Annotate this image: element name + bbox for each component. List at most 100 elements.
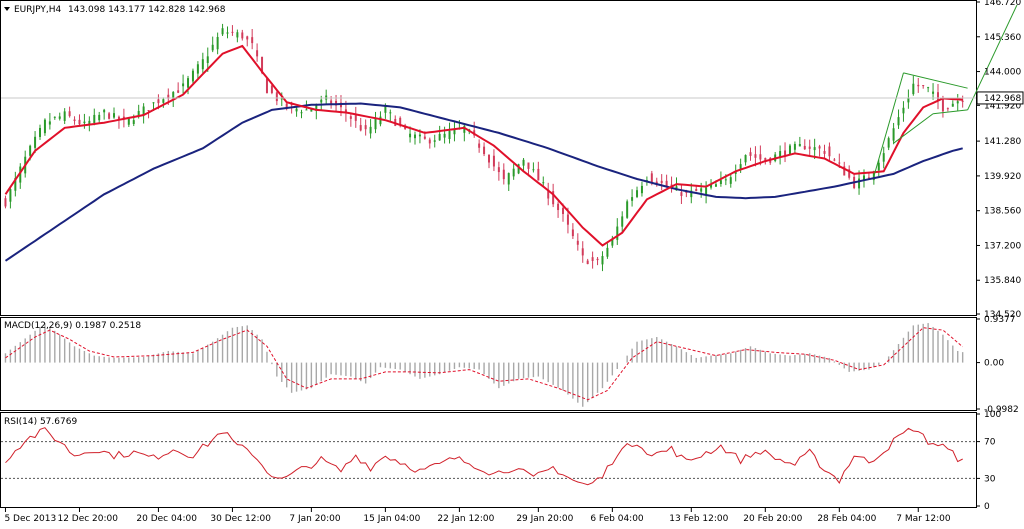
current-price-tag [976,91,1024,105]
candle-body [793,143,796,150]
candle-body [695,188,698,192]
candle-body [562,208,565,215]
candle-body [552,191,555,205]
candle-body [58,116,61,119]
candle-body [117,116,120,121]
channel-trendline [873,72,904,177]
candle-body [379,116,382,125]
candle-body [359,125,362,131]
candle-body [251,37,254,44]
rsi-title: RSI(14) 57.6769 [4,417,77,427]
candle-body [285,103,288,109]
candle-body [9,189,12,202]
candle-body [443,133,446,138]
candle-body [729,177,732,184]
x-axis-tick-label: 6 Feb 04:00 [590,514,644,524]
candle-body [172,92,175,99]
candle-body [275,92,278,102]
candle-body [127,117,130,125]
candle-body [14,177,17,191]
candle-body [374,118,377,130]
candle-body [547,189,550,199]
symbol-dropdown-icon[interactable] [4,7,10,11]
candle-body [897,117,900,126]
y-axis-tick-label: 0 [984,502,990,512]
candle-body [596,258,599,261]
candle-body [236,32,239,38]
candle-body [927,87,930,89]
y-axis-tick-label: 138.560 [984,207,1021,217]
y-axis-tick-label: 0.9377 [984,315,1016,325]
candle-body [522,159,525,166]
candle-body [270,85,273,93]
candle-body [512,168,515,177]
fast-moving-average-line [4,44,963,247]
candle-body [724,179,727,181]
candle-body [700,188,703,192]
candle-body [843,166,846,176]
candle-body [828,146,831,157]
candle-body [330,100,333,105]
candle-body [211,44,214,51]
candle-body [848,169,851,178]
candle-body [423,136,426,139]
candle-body [818,146,821,149]
candle-body [280,98,283,100]
y-axis-tick-label: 70 [984,438,996,448]
candle-body [315,105,318,112]
candle-body [951,103,954,107]
y-axis-tick-label: 141.920 [984,101,1021,111]
candle-body [384,106,387,113]
candle-body [453,128,456,135]
candle-body [749,152,752,156]
candle-body [932,91,935,94]
y-axis-tick-label: 144.000 [984,68,1021,78]
x-axis-tick-label: 29 Jan 20:00 [516,514,573,524]
candle-body [798,144,801,147]
channel-trendline [903,72,968,89]
candle-body [665,180,668,187]
candle-body [310,108,313,112]
candle-body [428,139,431,144]
candle-body [48,121,51,125]
candle-body [78,119,81,125]
candle-body [581,248,584,256]
candle-body [98,114,101,121]
candle-body [63,111,66,121]
channel-trendline [967,4,1018,111]
candle-body [241,32,244,39]
candle-body [862,175,865,181]
candle-body [226,32,229,34]
candle-body [448,130,451,140]
x-axis-tick-label: 20 Dec 04:00 [136,514,197,524]
candle-body [640,185,643,194]
ohlc-values: 143.098 143.177 142.828 142.968 [68,5,226,15]
candle-body [68,111,71,117]
candle-body [907,97,910,103]
slow-moving-average-line [4,102,963,262]
candle-body [754,154,757,158]
candle-body [409,133,412,138]
y-axis-tick-label: 134.520 [984,310,1021,320]
candle-body [808,146,811,149]
candle-body [956,101,959,104]
candle-body [152,102,155,104]
candle-body [764,158,767,162]
y-axis-tick-label: 139.920 [984,172,1021,182]
candle-body [626,201,629,218]
x-axis-tick-label: 13 Feb 12:00 [669,514,728,524]
candle-body [690,190,693,198]
candle-body [867,177,870,179]
x-axis-tick-label: 15 Jan 04:00 [363,514,420,524]
candle-body [557,203,560,211]
candle-body [823,150,826,154]
candle-body [147,110,150,112]
y-axis-tick-label: 145.360 [984,33,1021,43]
candle-body [29,145,32,156]
channel-trendline [893,113,934,144]
y-axis-tick-label: 146.720 [984,0,1021,8]
y-axis-tick-label: 100 [984,410,1001,420]
candle-body [103,109,106,113]
x-axis-tick-label: 30 Dec 12:00 [210,514,271,524]
candle-body [636,190,639,197]
